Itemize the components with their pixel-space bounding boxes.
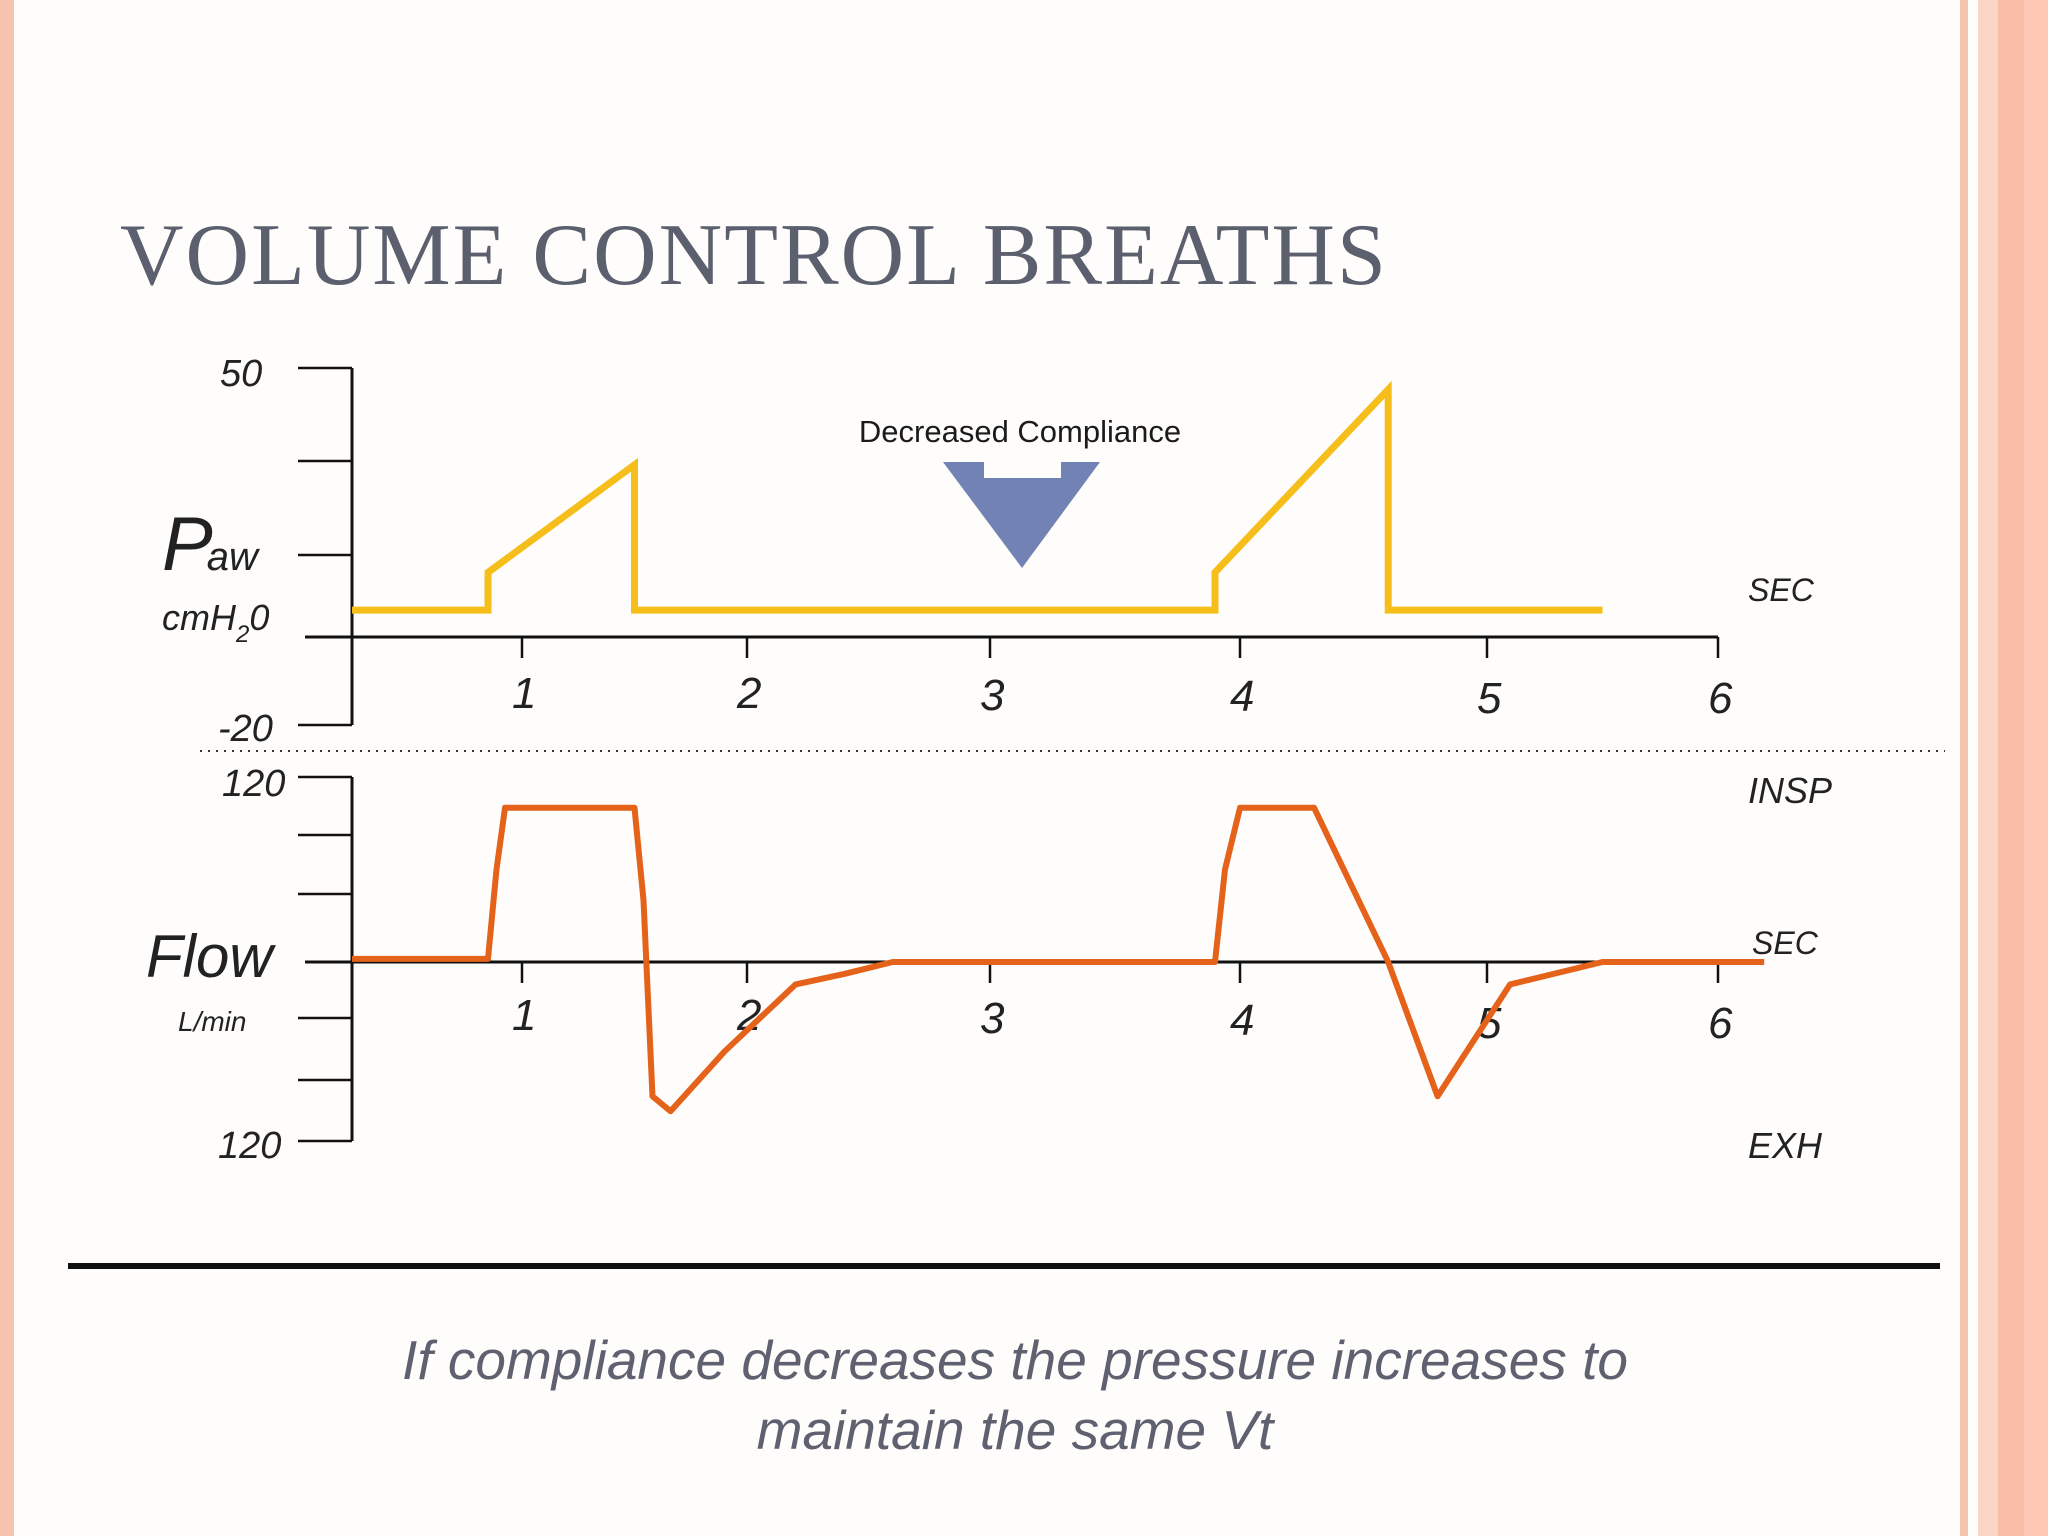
pressure-xtick-label: 2 (736, 669, 761, 718)
pressure-xtick-label: 1 (512, 669, 536, 718)
caption-line-2: maintain the same Vt (756, 1399, 1274, 1461)
flow-xtick-label: 3 (980, 994, 1005, 1043)
slide-title: VOLUME CONTROL BREATHS (120, 207, 1388, 304)
slide-caption: If compliance decreases the pressure inc… (250, 1325, 1780, 1465)
pressure-xtick-label: 6 (1708, 674, 1733, 723)
border-stripe (1998, 0, 2024, 1536)
flow-y-label: Flow (146, 923, 276, 990)
flow-xtick-label: 4 (1230, 996, 1254, 1045)
pressure-xtick-label: 3 (980, 671, 1005, 720)
flow-unit-label: L/min (178, 1006, 246, 1037)
border-stripe (1978, 0, 1998, 1536)
pressure-ytick-top-label: 50 (220, 353, 262, 395)
pressure-x-unit-label: SEC (1748, 572, 1815, 608)
flow-ytick-bottom-label: 120 (218, 1125, 281, 1167)
pressure-ytick-bottom-label: -20 (218, 708, 273, 750)
caption-line-1: If compliance decreases the pressure inc… (402, 1329, 1628, 1391)
border-stripe (2024, 0, 2048, 1536)
decreased-compliance-arrow-notch (984, 462, 1061, 478)
flow-xtick-label: 1 (512, 991, 536, 1040)
flow-ytick-top-label: 120 (222, 763, 285, 805)
pressure-xtick-label: 4 (1230, 672, 1254, 721)
pressure-unit-label: cmH20 (162, 597, 269, 648)
border-stripe (1960, 0, 1968, 1536)
flow-series-line (352, 804, 1765, 1115)
flow-exh-label: EXH (1748, 1125, 1823, 1166)
pressure-xtick-label: 5 (1477, 674, 1502, 723)
decreased-compliance-annotation: Decreased Compliance (859, 414, 1181, 449)
decreased-compliance-arrow-icon (943, 462, 1100, 568)
flow-insp-label: INSP (1748, 770, 1832, 811)
flow-xtick-label: 6 (1708, 999, 1733, 1048)
pressure-series-line (352, 380, 1603, 614)
border-stripe (0, 0, 14, 1536)
flow-x-unit-label: SEC (1752, 925, 1819, 961)
pressure-y-label: Paw (162, 502, 261, 587)
